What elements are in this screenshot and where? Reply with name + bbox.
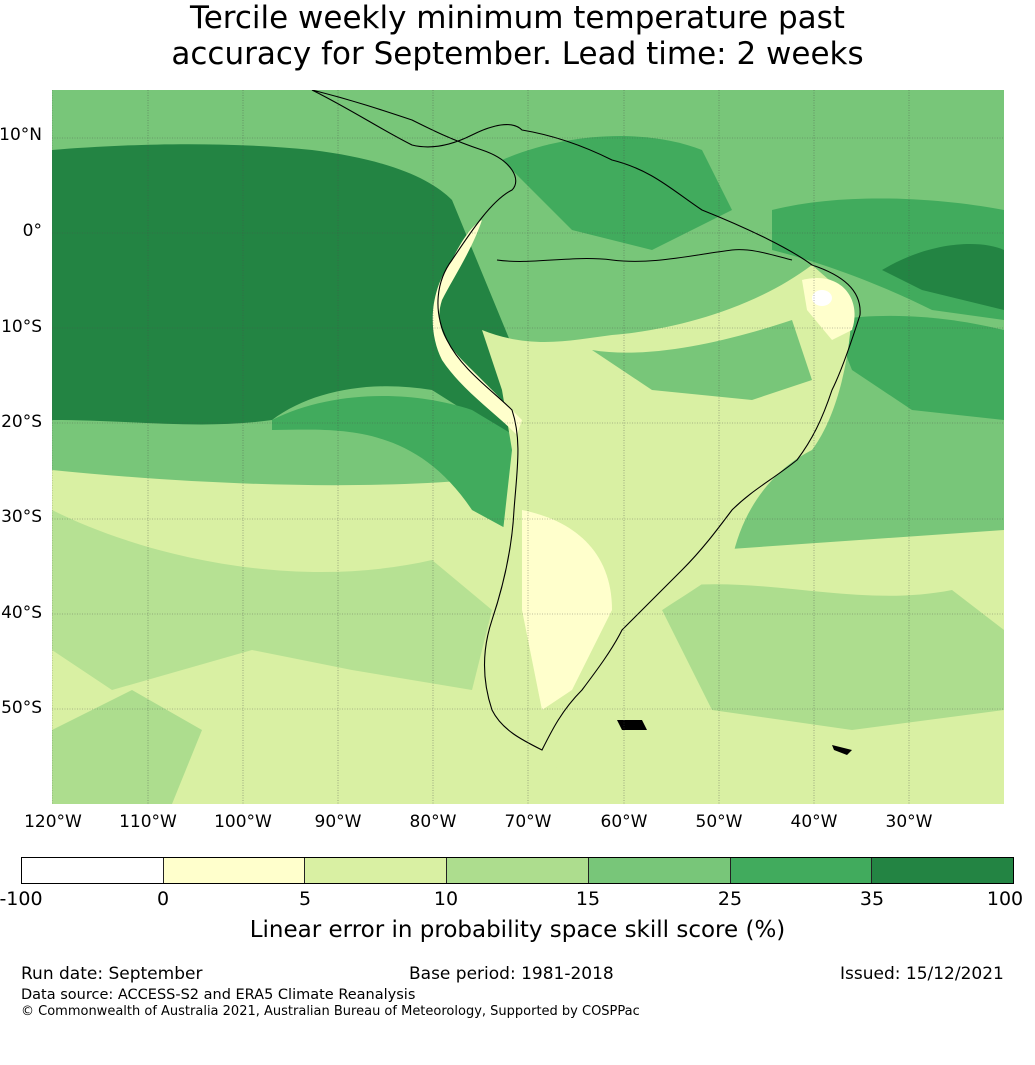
- lon-label-80w: 80°W: [409, 812, 457, 832]
- issued-date: Issued: 15/12/2021: [840, 964, 1004, 984]
- title-line-2: accuracy for September. Lead time: 2 wee…: [171, 36, 864, 72]
- region-south-ocean-patch: [52, 510, 492, 690]
- colorbar: [21, 857, 1014, 884]
- lon-label-100w: 100°W: [214, 812, 272, 832]
- lat-label-10n: 10°N: [0, 125, 42, 145]
- colorbar-tick-1: 0: [156, 888, 170, 910]
- copyright: © Commonwealth of Australia 2021, Austra…: [21, 1004, 640, 1019]
- colorbar-segment-2: [163, 858, 306, 883]
- colorbar-tick-4: 15: [575, 888, 601, 910]
- lon-label-120w: 120°W: [24, 812, 82, 832]
- colorbar-segment-1: [22, 858, 164, 883]
- region-amazon-green: [592, 320, 812, 400]
- falkland-islands: [617, 720, 647, 730]
- region-caribbean: [502, 136, 732, 250]
- colorbar-segment-3: [305, 858, 448, 883]
- region-pacific-high-skill: [52, 144, 527, 450]
- lat-label-40s: 40°S: [1, 603, 42, 623]
- lat-label-50s: 50°S: [1, 698, 42, 718]
- colorbar-tick-3: 10: [433, 888, 459, 910]
- region-pacific-mid: [272, 396, 527, 540]
- colorbar-tick-6: 35: [859, 888, 885, 910]
- lat-label-20s: 20°S: [1, 412, 42, 432]
- lon-label-50w: 50°W: [695, 812, 743, 832]
- region-ne-white-spot: [812, 290, 832, 306]
- colorbar-tick-7: 100: [986, 888, 1024, 910]
- region-atlantic-core: [882, 244, 1004, 310]
- lon-label-60w: 60°W: [600, 812, 648, 832]
- region-se-patch: [652, 584, 1004, 730]
- colorbar-tick-5: 25: [717, 888, 743, 910]
- base-period: Base period: 1981-2018: [409, 964, 614, 984]
- region-andes-north: [432, 220, 522, 435]
- region-sw-patch: [52, 690, 202, 804]
- map-title: Tercile weekly minimum temperature past …: [0, 0, 1035, 72]
- run-date: Run date: September: [21, 964, 203, 984]
- lon-label-30w: 30°W: [885, 812, 933, 832]
- south-georgia: [832, 745, 852, 755]
- lat-label-30s: 30°S: [1, 507, 42, 527]
- map-canvas: [52, 90, 1004, 804]
- title-line-1: Tercile weekly minimum temperature past: [190, 0, 845, 36]
- colorbar-tick-0: -100: [0, 888, 43, 910]
- data-source: Data source: ACCESS-S2 and ERA5 Climate …: [21, 987, 416, 1003]
- skill-score-map: [52, 90, 1004, 804]
- colorbar-label: Linear error in probability space skill …: [249, 917, 786, 943]
- river-amazon: [496, 249, 793, 262]
- colorbar-segment-5: [588, 858, 731, 883]
- lon-label-110w: 110°W: [119, 812, 177, 832]
- colorbar-segment-6: [730, 858, 873, 883]
- gridlines: [52, 90, 1004, 804]
- region-andes-south: [522, 510, 612, 710]
- lat-label-0: 0°: [22, 221, 42, 241]
- lon-label-90w: 90°W: [314, 812, 362, 832]
- coastline: [311, 90, 861, 751]
- lon-label-40w: 40°W: [790, 812, 838, 832]
- region-atlantic-mid: [832, 315, 1004, 420]
- colorbar-segment-7: [872, 858, 1014, 883]
- lat-label-10s: 10°S: [1, 317, 42, 337]
- lon-label-70w: 70°W: [504, 812, 552, 832]
- colorbar-tick-2: 5: [298, 888, 312, 910]
- colorbar-segment-4: [447, 858, 589, 883]
